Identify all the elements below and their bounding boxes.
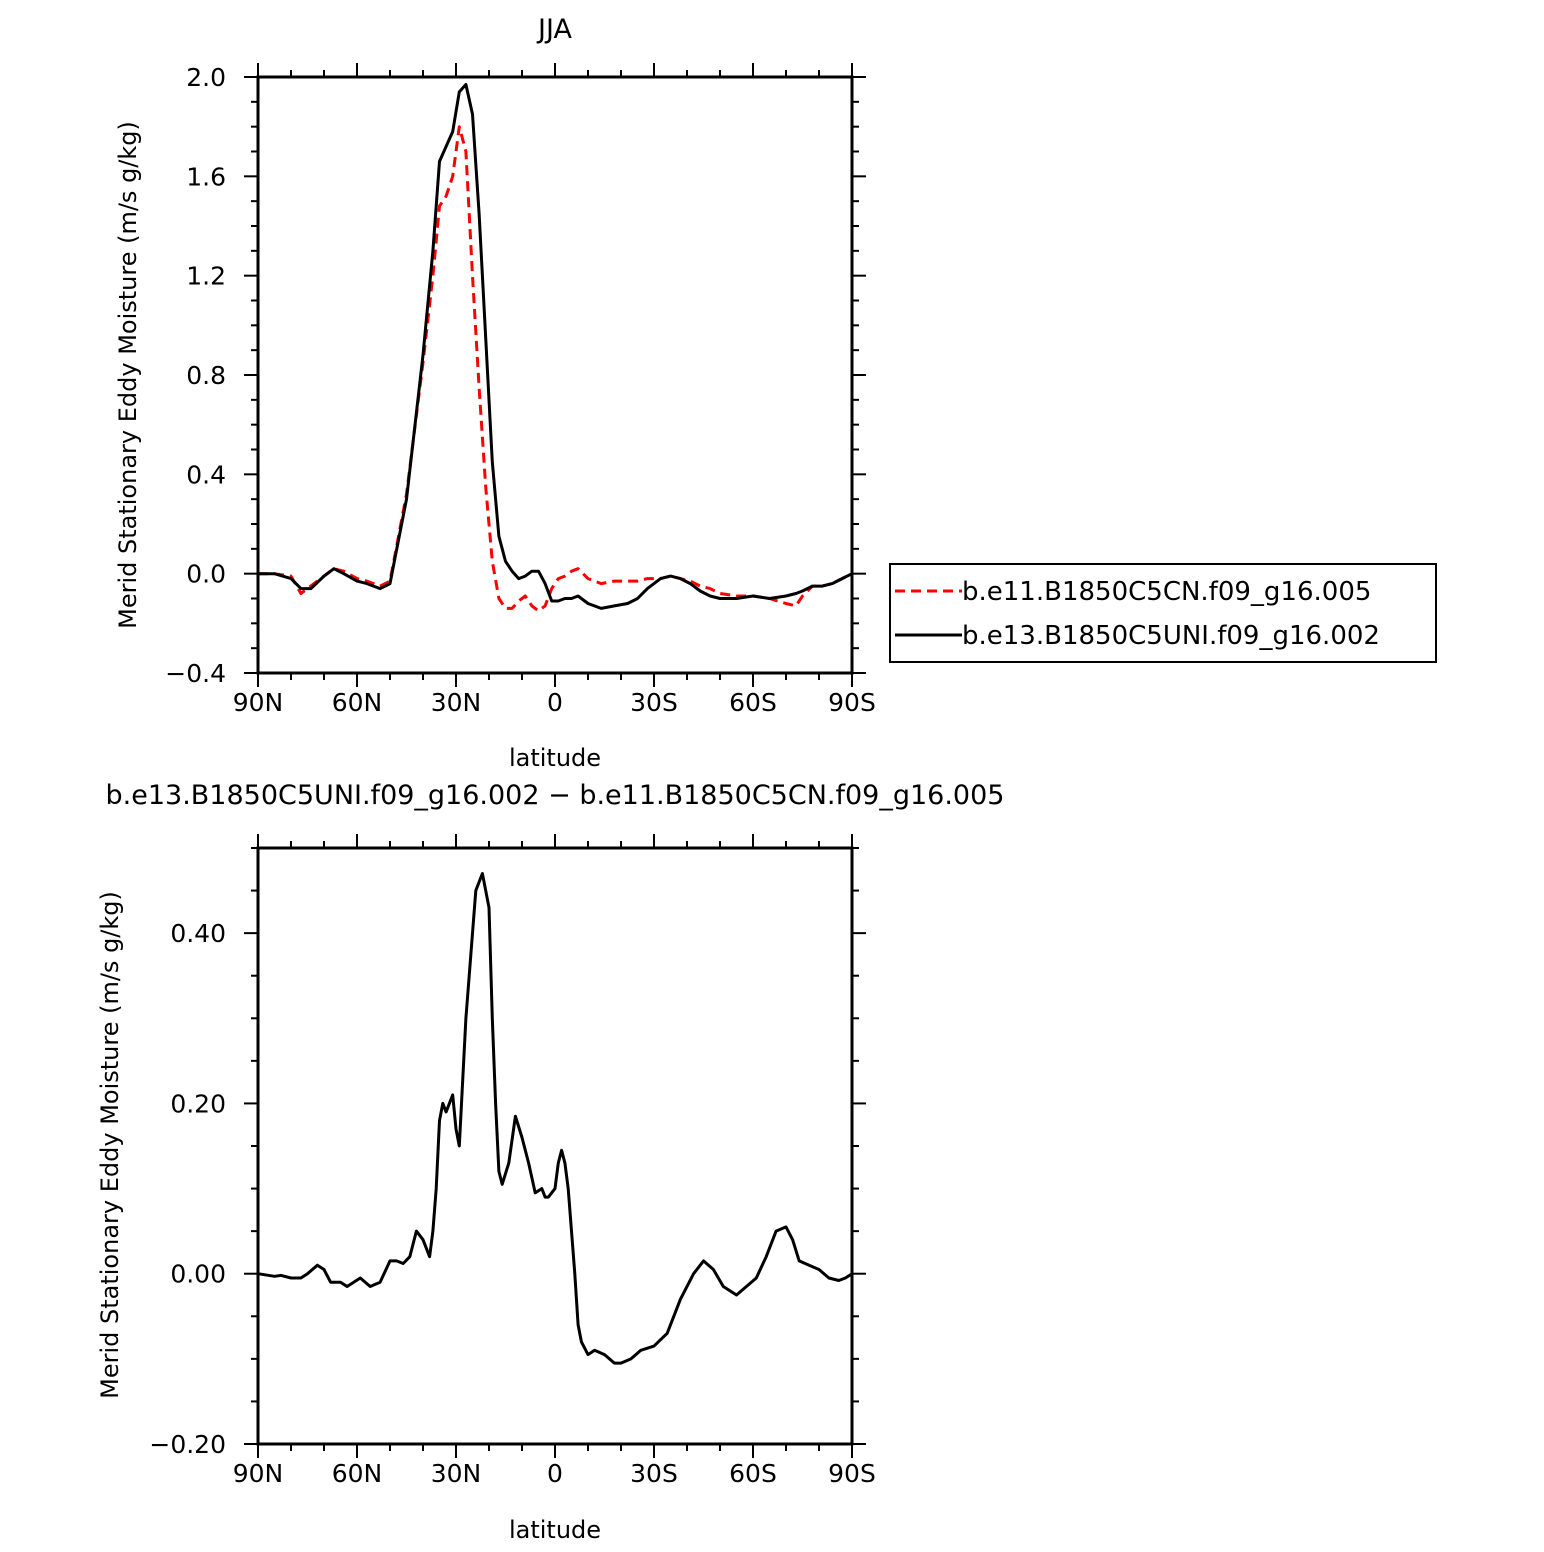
bottom-x-tick-label: 60S xyxy=(729,1459,777,1488)
bottom-plot-frame xyxy=(256,846,854,1446)
bottom-x-tick-label: 0 xyxy=(547,1459,563,1488)
top-y-tick-label: 0.8 xyxy=(186,361,226,390)
top-plot-series xyxy=(258,83,853,613)
top-panel: JJA 90N 60N 30N 0 30S 60S 90S −0.4 0.0 0.4 0.8 1.2 1… xyxy=(114,14,1437,772)
bottom-y-tick-label: 0.40 xyxy=(170,919,226,948)
bottom-x-tick-label: 60N xyxy=(332,1459,383,1488)
legend-label-series-1: b.e11.B1850C5CN.f09_g16.005 xyxy=(962,577,1371,607)
top-y-tick-label: −0.4 xyxy=(165,659,226,688)
top-y-tick-label: 0.4 xyxy=(186,460,226,489)
bottom-axis-ticks: 90N 60N 30N 0 30S 60S 90S −0.20 0.00 0.20 0.40 xyxy=(149,834,876,1488)
bottom-y-axis-label: Merid Stationary Eddy Moisture (m/s g/kg… xyxy=(96,891,124,1399)
top-y-axis-label: Merid Stationary Eddy Moisture (m/s g/kg… xyxy=(114,121,142,629)
top-y-tick-label: 1.2 xyxy=(186,262,226,291)
bottom-y-tick-label: 0.00 xyxy=(170,1260,226,1289)
top-y-tick-label: 1.6 xyxy=(186,162,226,191)
top-series-line-1 xyxy=(258,125,853,613)
bottom-plot-series xyxy=(257,872,853,1365)
top-series-line-2 xyxy=(258,83,853,610)
bottom-series-line-1 xyxy=(257,872,853,1365)
bottom-x-tick-label: 90N xyxy=(233,1459,284,1488)
top-x-axis-label: latitude xyxy=(509,744,601,772)
top-axis-ticks: 90N 60N 30N 0 30S 60S 90S −0.4 0.0 0.4 0.8 1.2 1.6 2.… xyxy=(165,63,876,717)
top-y-tick-label: 0.0 xyxy=(186,560,226,589)
top-x-tick-label: 60N xyxy=(332,688,383,717)
top-x-tick-label: 30N xyxy=(431,688,482,717)
top-y-tick-label: 2.0 xyxy=(186,63,226,92)
bottom-y-tick-label: 0.20 xyxy=(170,1089,226,1118)
top-chart-title: JJA xyxy=(536,14,572,45)
top-x-tick-label: 0 xyxy=(547,688,563,717)
bottom-x-tick-label: 90S xyxy=(828,1459,876,1488)
bottom-x-tick-label: 30S xyxy=(630,1459,678,1488)
top-x-tick-label: 90N xyxy=(233,688,284,717)
legend-label-series-2: b.e13.B1850C5UNI.f09_g16.002 xyxy=(962,621,1380,651)
bottom-panel: b.e13.B1850C5UNI.f09_g16.002 − b.e11.B18… xyxy=(96,780,1004,1544)
bottom-y-tick-label: −0.20 xyxy=(149,1430,226,1459)
bottom-x-tick-label: 30N xyxy=(431,1459,482,1488)
top-x-tick-label: 90S xyxy=(828,688,876,717)
legend: b.e11.B1850C5CN.f09_g16.005 b.e13.B1850C… xyxy=(889,563,1437,663)
top-x-tick-label: 30S xyxy=(630,688,678,717)
bottom-chart-title: b.e13.B1850C5UNI.f09_g16.002 − b.e11.B18… xyxy=(106,780,1005,811)
bottom-x-axis-label: latitude xyxy=(509,1516,601,1544)
top-x-tick-label: 60S xyxy=(729,688,777,717)
top-plot-frame xyxy=(256,75,854,675)
legend-box xyxy=(889,563,1437,663)
